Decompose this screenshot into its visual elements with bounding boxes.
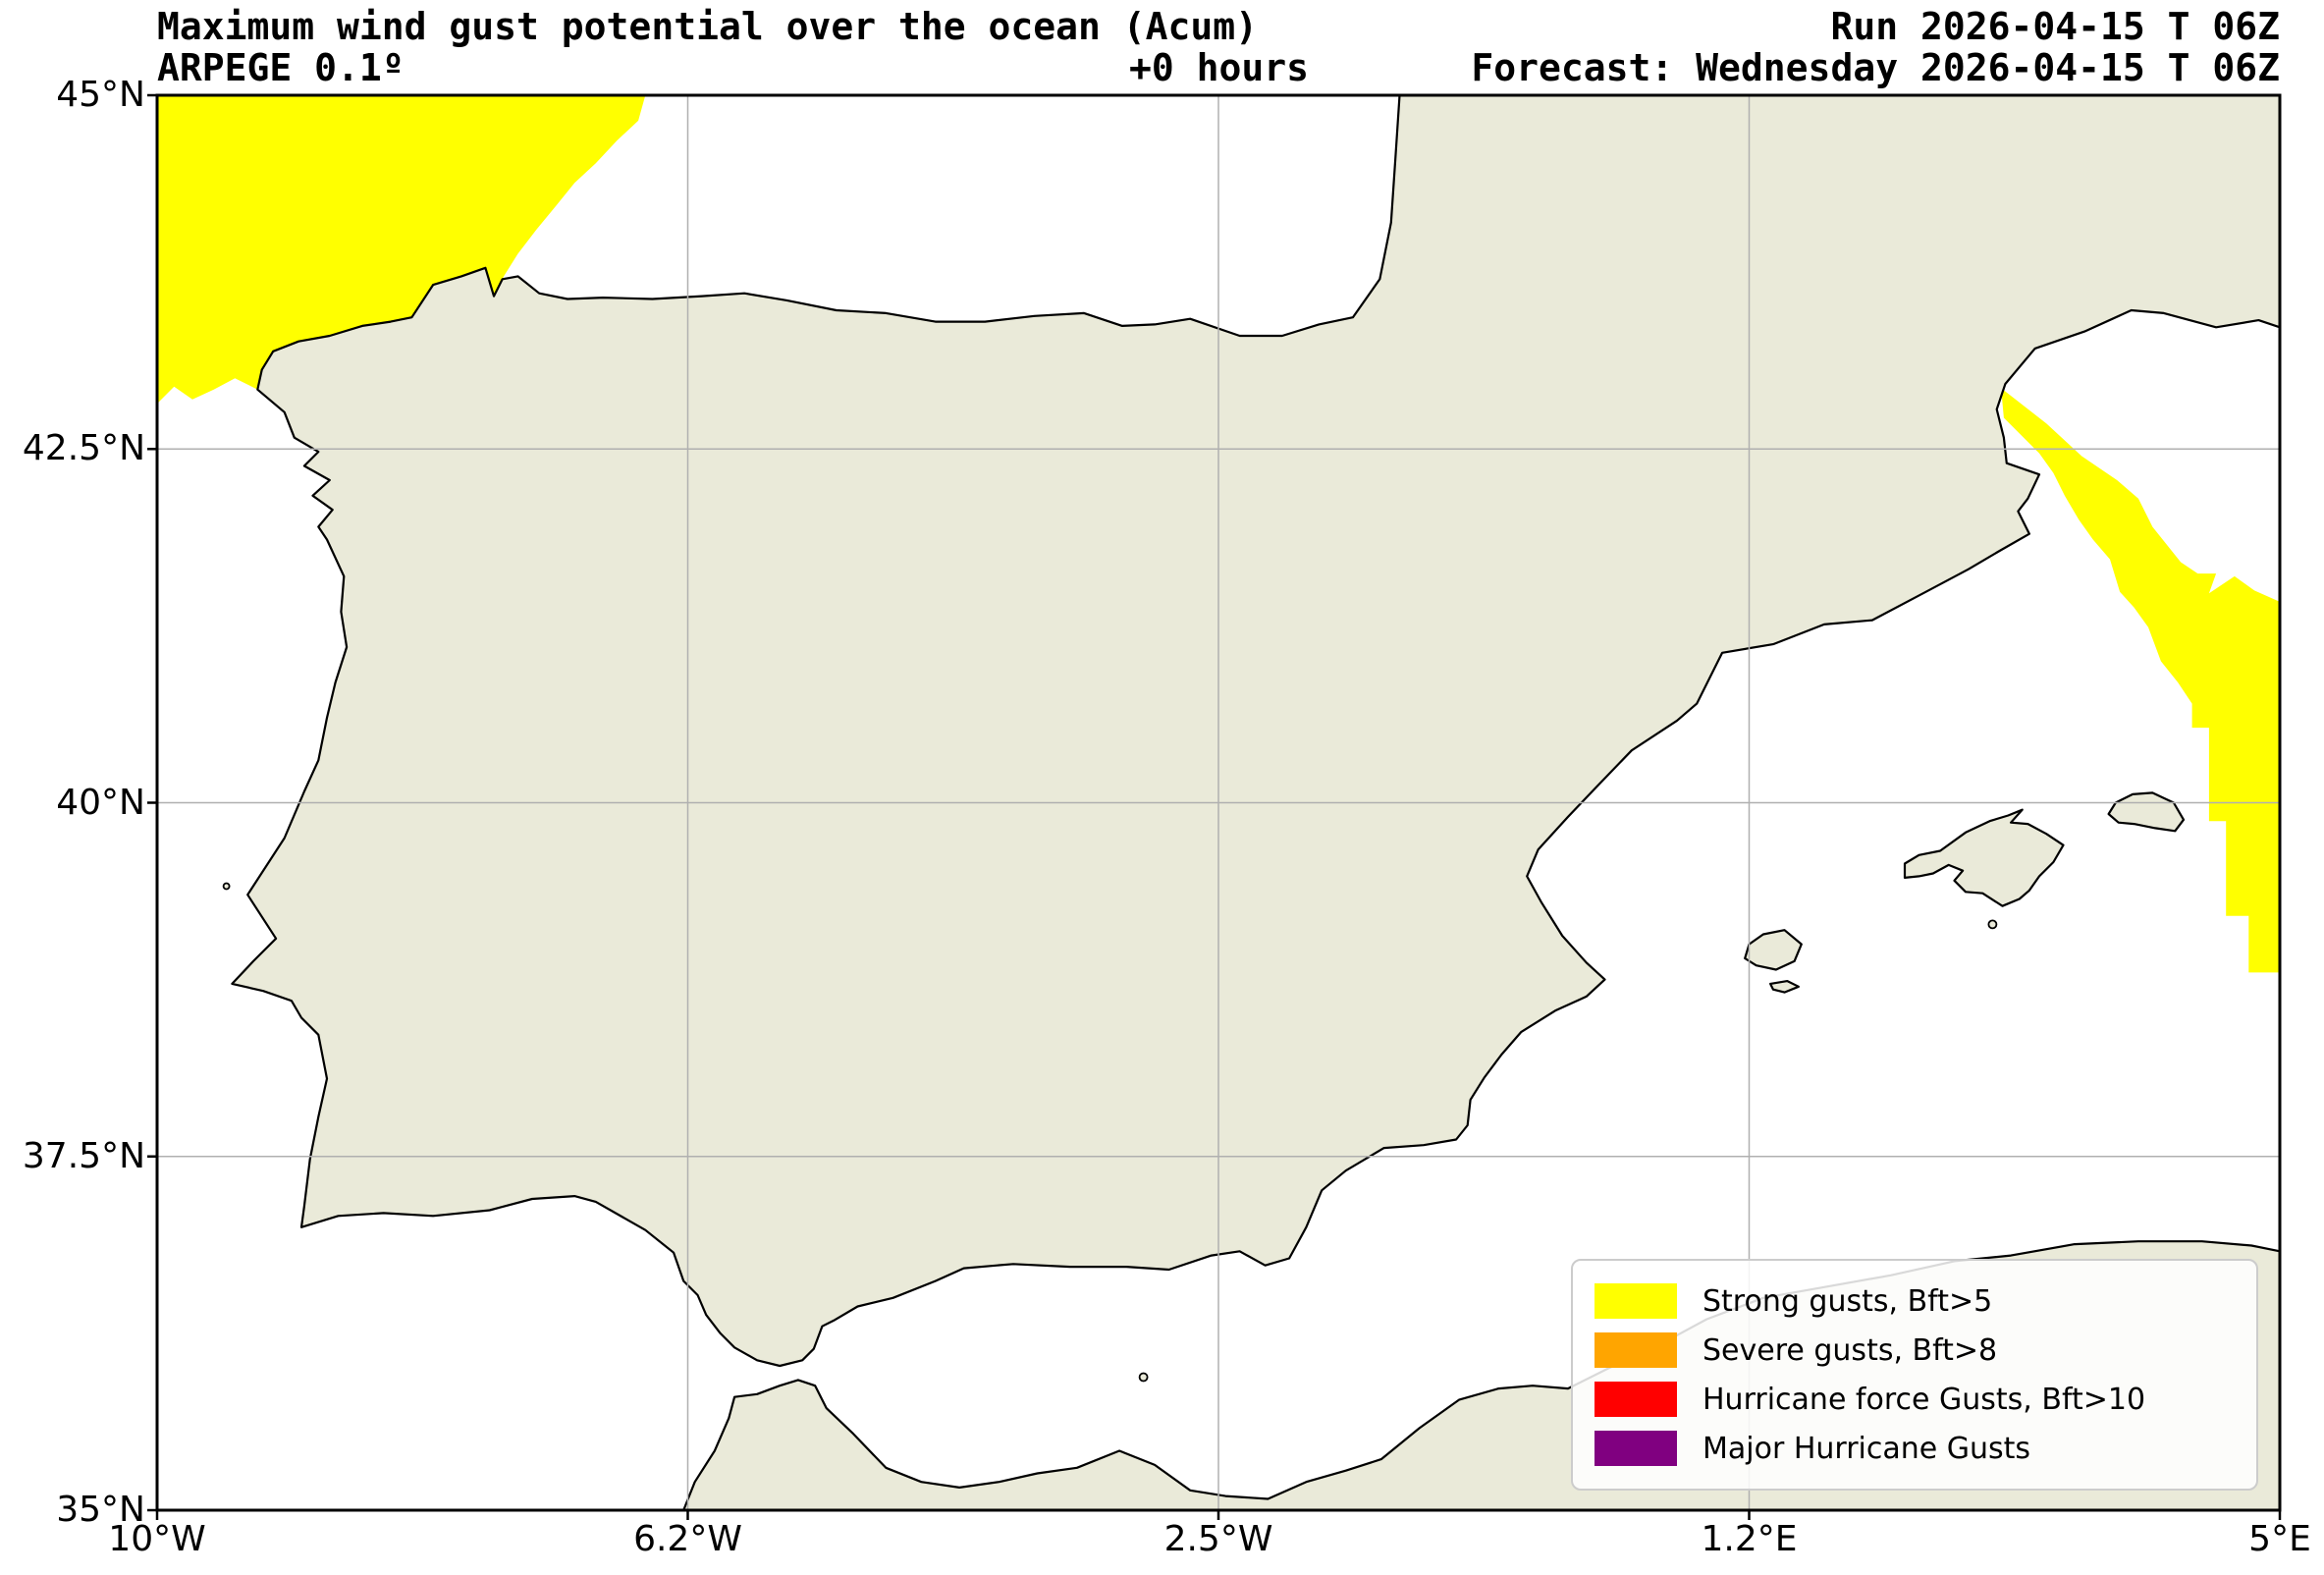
land-iberia-and-france — [231, 93, 2282, 1368]
legend-box: Strong gusts, Bft>5 Severe gusts, Bft>8 Hu… — [1571, 1259, 2258, 1491]
model-name: ARPEGE 0.1º — [157, 46, 405, 89]
legend-item-3: Major Hurricane Gusts — [1594, 1424, 2235, 1473]
legend-label-0: Strong gusts, Bft>5 — [1702, 1283, 1993, 1319]
x-axis-label--6.25: 6.2°W — [633, 1519, 742, 1559]
y-axis-label-45: 45°N — [56, 75, 145, 115]
run-timestamp: Run 2026-04-15 T 06Z — [1830, 5, 2280, 48]
forecast-map — [147, 93, 2282, 1520]
y-axis-label-37.5: 37.5°N — [22, 1135, 145, 1176]
warning-area-mediterranean-strong-gusts — [2001, 388, 2280, 973]
legend-swatch-3 — [1594, 1431, 1677, 1466]
map-plot-area: Strong gusts, Bft>5 Severe gusts, Bft>8 Hu… — [147, 93, 2282, 1520]
berlengas-islet — [222, 882, 231, 891]
x-axis-label--2.5: 2.5°W — [1163, 1519, 1273, 1559]
map-title: Maximum wind gust potential over the oce… — [157, 5, 1259, 48]
x-axis-label-1.25: 1.2°E — [1701, 1519, 1798, 1559]
y-axis-label-42.5: 42.5°N — [22, 428, 145, 469]
legend-label-2: Hurricane force Gusts, Bft>10 — [1702, 1382, 2146, 1417]
y-axis-label-35: 35°N — [56, 1490, 145, 1530]
legend-swatch-2 — [1594, 1382, 1677, 1417]
forecast-timestamp: Forecast: Wednesday 2026-04-15 T 06Z — [1471, 46, 2280, 89]
x-axis-label--10: 10°W — [108, 1519, 206, 1559]
legend-item-2: Hurricane force Gusts, Bft>10 — [1594, 1375, 2235, 1424]
land-formentera — [1768, 979, 1801, 994]
legend-label-1: Severe gusts, Bft>8 — [1702, 1332, 1998, 1368]
alboran-islet — [1138, 1372, 1149, 1383]
legend-label-3: Major Hurricane Gusts — [1702, 1431, 2031, 1466]
land-mallorca — [1903, 808, 2065, 907]
legend-swatch-0 — [1594, 1283, 1677, 1319]
lead-time: +0 hours — [1129, 46, 1310, 89]
land-ibiza — [1744, 929, 1803, 971]
warning-area-atlantic-strong-gusts — [157, 95, 646, 405]
y-axis-label-40: 40°N — [56, 782, 145, 823]
x-axis-label-5: 5°E — [2248, 1519, 2311, 1559]
legend-item-0: Strong gusts, Bft>5 — [1594, 1276, 2235, 1326]
legend-item-1: Severe gusts, Bft>8 — [1594, 1326, 2235, 1375]
legend-swatch-1 — [1594, 1332, 1677, 1368]
cabrera-islet — [1987, 919, 1998, 930]
